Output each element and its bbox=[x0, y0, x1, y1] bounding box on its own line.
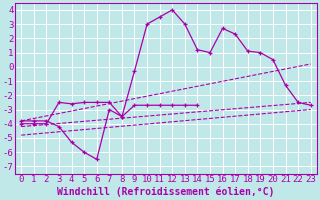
X-axis label: Windchill (Refroidissement éolien,°C): Windchill (Refroidissement éolien,°C) bbox=[57, 187, 275, 197]
